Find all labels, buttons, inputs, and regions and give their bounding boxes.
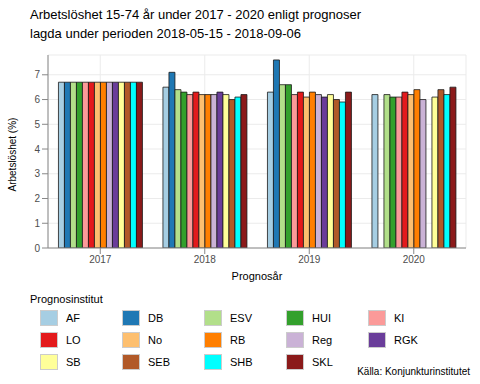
svg-text:Prognosår: Prognosår xyxy=(232,270,283,282)
svg-text:5: 5 xyxy=(34,119,40,130)
html-text:Källa: Konjunkturinstitutet: Källa: Konjunkturinstitutet xyxy=(357,366,470,377)
html-text:RB: RB xyxy=(230,334,246,346)
svg-text:1: 1 xyxy=(34,218,40,229)
html-text:RGK: RGK xyxy=(394,334,418,346)
svg-text:2017: 2017 xyxy=(89,254,112,265)
html-text:DB: DB xyxy=(148,312,164,324)
svg-text:2: 2 xyxy=(34,193,40,204)
svg-text:2018: 2018 xyxy=(194,254,217,265)
svg-text:Arbetslöshet (%): Arbetslöshet (%) xyxy=(8,118,18,192)
html-text:Arbetslöshet 15-74 år under 20: Arbetslöshet 15-74 år under 2017 - 2020 … xyxy=(30,7,361,22)
html-text:HUI: HUI xyxy=(312,312,331,324)
html-text:No: No xyxy=(148,334,163,346)
html-text:SEB: SEB xyxy=(148,356,170,368)
html-text:SB: SB xyxy=(66,356,81,368)
html-text:Prognosinstitut: Prognosinstitut xyxy=(30,293,103,305)
html-text:Reg: Reg xyxy=(312,334,333,346)
html-text:AF: AF xyxy=(66,312,81,324)
html-text:LO: LO xyxy=(66,334,81,346)
html-text:SKL: SKL xyxy=(312,356,333,368)
html-text:KI: KI xyxy=(394,312,405,324)
svg-text:6: 6 xyxy=(34,94,40,105)
svg-text:2019: 2019 xyxy=(298,254,321,265)
svg-text:4: 4 xyxy=(34,144,40,155)
html-text:lagda under perioden 2018-05-1: lagda under perioden 2018-05-15 - 2018-0… xyxy=(30,26,301,41)
html-text:ESV: ESV xyxy=(230,312,252,324)
svg-text:3: 3 xyxy=(34,168,40,179)
svg-text:2020: 2020 xyxy=(403,254,426,265)
svg-text:7: 7 xyxy=(34,69,40,80)
html-text:SHB: SHB xyxy=(230,356,253,368)
svg-text:0: 0 xyxy=(34,243,40,254)
